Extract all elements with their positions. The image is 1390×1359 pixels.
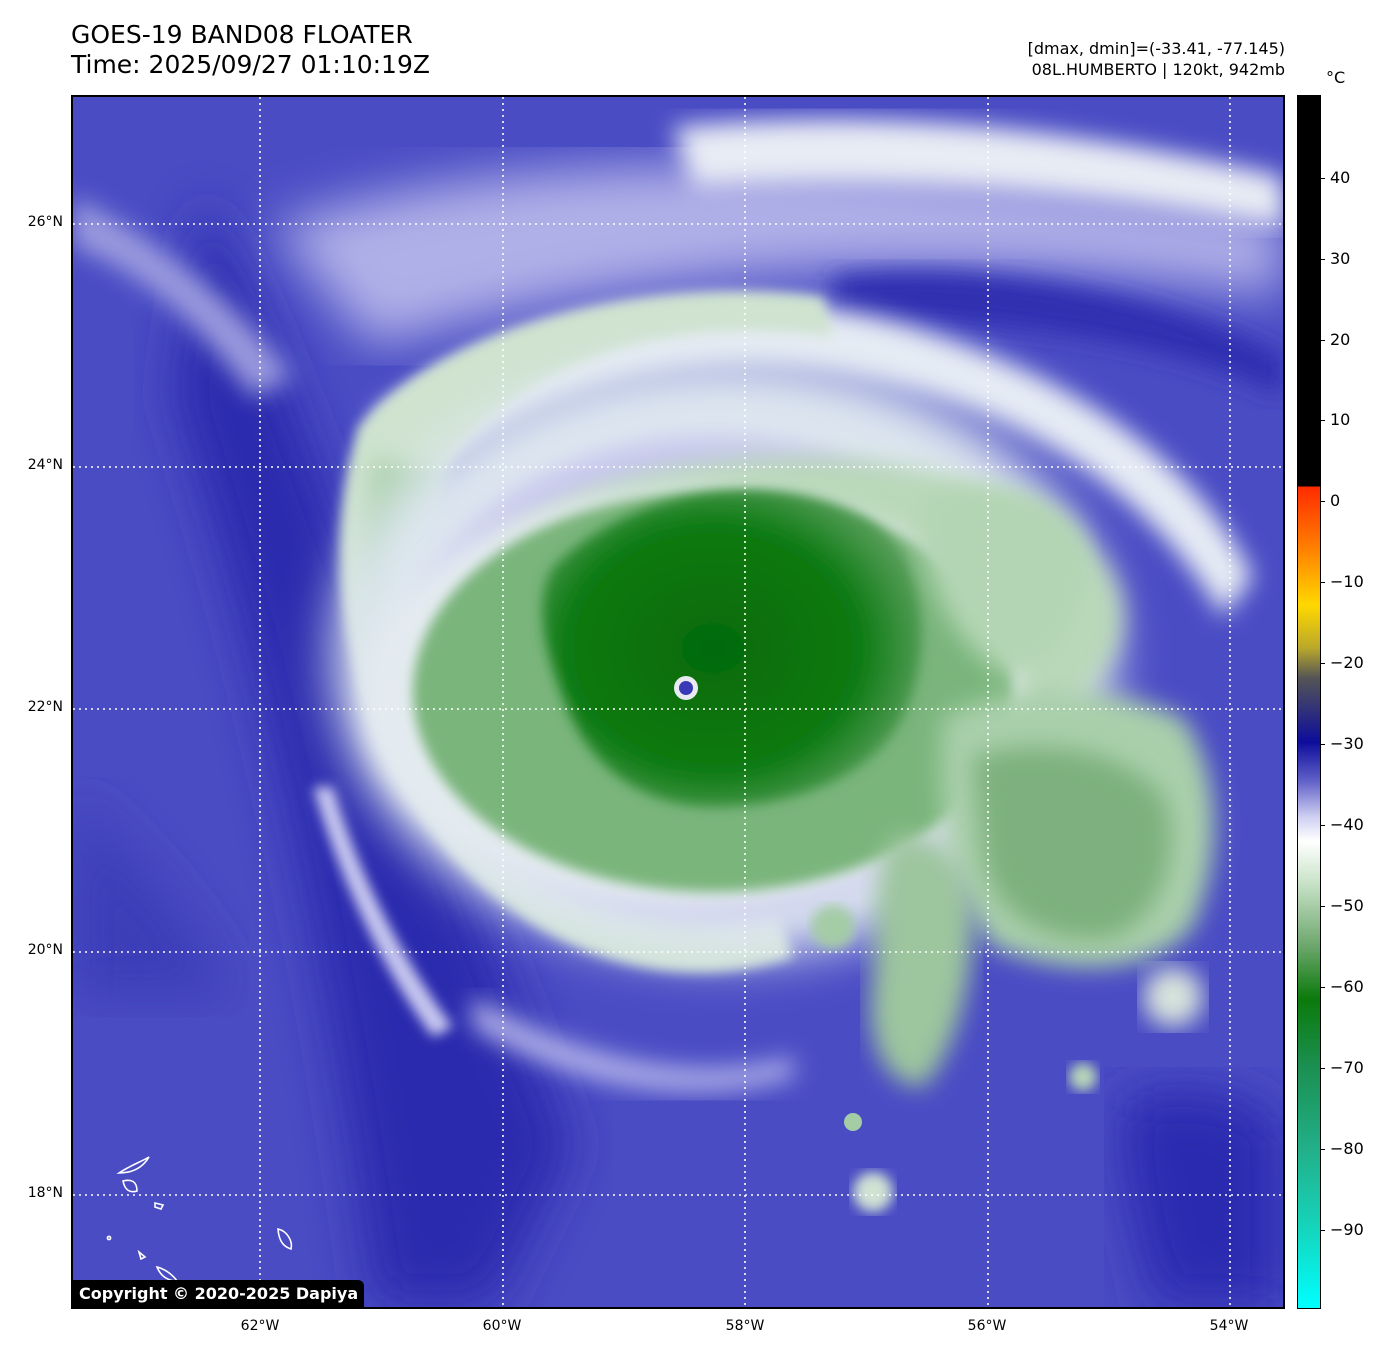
colorbar-label: −30: [1330, 734, 1364, 753]
colorbar-tick: [1320, 178, 1325, 179]
lon-label-54w: 54°W: [1209, 1318, 1249, 1334]
lon-label-58w: 58°W: [725, 1318, 765, 1334]
lat-label-22n: 22°N: [27, 699, 63, 715]
colorbar-tick: [1320, 340, 1325, 341]
figure-title: GOES-19 BAND08 FLOATER Time: 2025/09/27 …: [71, 20, 430, 80]
colorbar-tick: [1320, 1149, 1325, 1150]
colorbar-label: −90: [1330, 1220, 1364, 1239]
colorbar-label: 0: [1330, 491, 1341, 510]
colorbar-label: 30: [1330, 249, 1351, 268]
data-range-text: [dmax, dmin]=(-33.41, -77.145): [1027, 39, 1285, 58]
colorbar-label: −50: [1330, 896, 1364, 915]
lon-label-62w: 62°W: [240, 1318, 280, 1334]
lat-label-24n: 24°N: [27, 457, 63, 473]
colorbar-tick: [1320, 744, 1325, 745]
colorbar-tick: [1320, 663, 1325, 664]
colorbar-label: 40: [1330, 168, 1351, 187]
satellite-imagery: [73, 97, 1283, 1307]
colorbar-label: −20: [1330, 653, 1364, 672]
temperature-colorbar: [1297, 95, 1321, 1309]
lon-label-56w: 56°W: [967, 1318, 1007, 1334]
colorbar-label: −70: [1330, 1058, 1364, 1077]
colorbar-unit: °C: [1326, 68, 1346, 87]
title-product: GOES-19 BAND08 FLOATER: [71, 20, 413, 49]
colorbar-tick: [1320, 825, 1325, 826]
lat-label-26n: 26°N: [27, 214, 63, 230]
copyright-notice: Copyright © 2020-2025 Dapiya: [73, 1280, 365, 1307]
colorbar-tick: [1320, 1230, 1325, 1231]
lat-label-20n: 20°N: [27, 942, 63, 958]
colorbar-tick: [1320, 582, 1325, 583]
colorbar-label: −40: [1330, 815, 1364, 834]
colorbar-tick: [1320, 906, 1325, 907]
title-time: Time: 2025/09/27 01:10:19Z: [71, 50, 430, 79]
lon-label-60w: 60°W: [482, 1318, 522, 1334]
storm-name-text: 08L.HUMBERTO | 120kt, 942mb: [1031, 60, 1285, 79]
satellite-map: Copyright © 2020-2025 Dapiya: [71, 95, 1285, 1309]
colorbar-label: 20: [1330, 330, 1351, 349]
colorbar-tick: [1320, 1068, 1325, 1069]
colorbar-label: 10: [1330, 410, 1351, 429]
colorbar-tick: [1320, 501, 1325, 502]
colorbar-tick: [1320, 987, 1325, 988]
colorbar-label: −10: [1330, 572, 1364, 591]
storm-info: [dmax, dmin]=(-33.41, -77.145) 08L.HUMBE…: [1028, 38, 1285, 80]
map-gridlines: [73, 97, 1283, 1307]
colorbar-label: −60: [1330, 977, 1364, 996]
colorbar-label: −80: [1330, 1139, 1364, 1158]
lat-label-18n: 18°N: [27, 1185, 63, 1201]
colorbar-tick: [1320, 259, 1325, 260]
colorbar-tick: [1320, 420, 1325, 421]
